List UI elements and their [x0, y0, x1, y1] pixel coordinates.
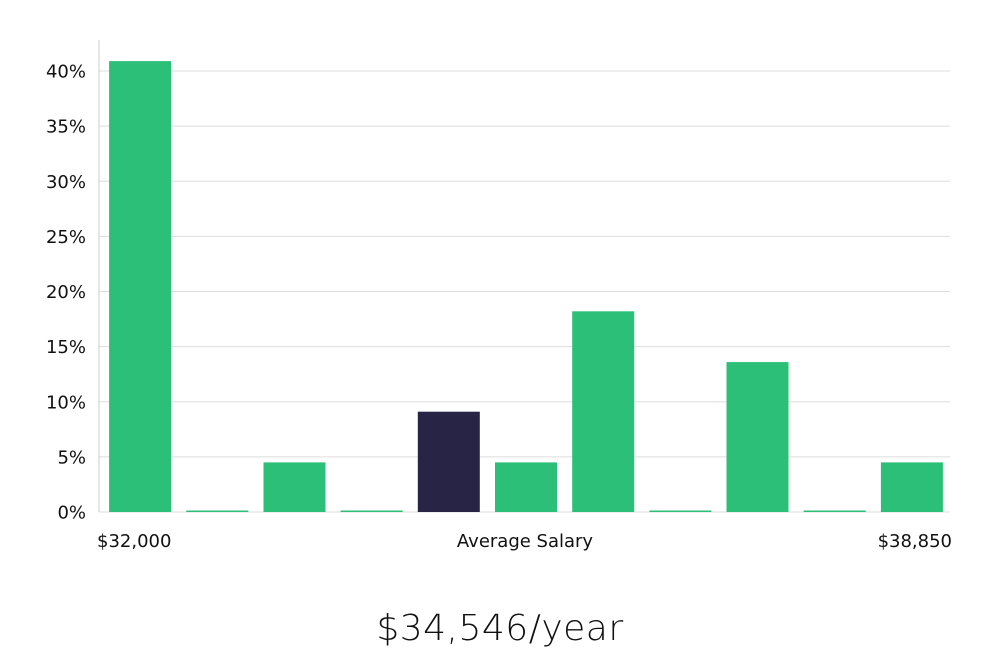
y-tick-label: 10% [46, 392, 86, 413]
y-tick-label: 35% [46, 117, 86, 138]
x-axis-max-label: $38,850 [878, 531, 952, 552]
bar [495, 462, 557, 512]
average-salary-value: $34,546/year [376, 608, 624, 649]
bar [649, 510, 712, 512]
salary-histogram: 0% 5% 10% 15% 20% 25% 30% 35% 40% $32,000 Averag… [46, 40, 952, 552]
bar [726, 362, 789, 512]
bar [803, 510, 866, 512]
bar [186, 510, 249, 512]
bar [340, 510, 403, 512]
y-tick-label: 25% [46, 227, 86, 248]
bar [109, 61, 172, 512]
y-tick-label: 5% [57, 447, 86, 468]
gridlines [99, 70, 950, 513]
y-axis-ticks: 0% 5% 10% 15% 20% 25% 30% 35% 40% [46, 62, 86, 524]
x-axis-title: Average Salary [457, 531, 594, 552]
y-tick-label: 15% [46, 337, 86, 358]
bars [109, 61, 943, 512]
y-tick-label: 0% [57, 503, 86, 524]
bar [263, 462, 326, 512]
y-tick-label: 30% [46, 172, 86, 193]
y-tick-label: 20% [46, 282, 86, 303]
bar-highlighted [417, 411, 480, 512]
x-axis-min-label: $32,000 [97, 531, 171, 552]
y-tick-label: 40% [46, 62, 86, 83]
bar [572, 311, 635, 512]
bar [880, 462, 943, 512]
